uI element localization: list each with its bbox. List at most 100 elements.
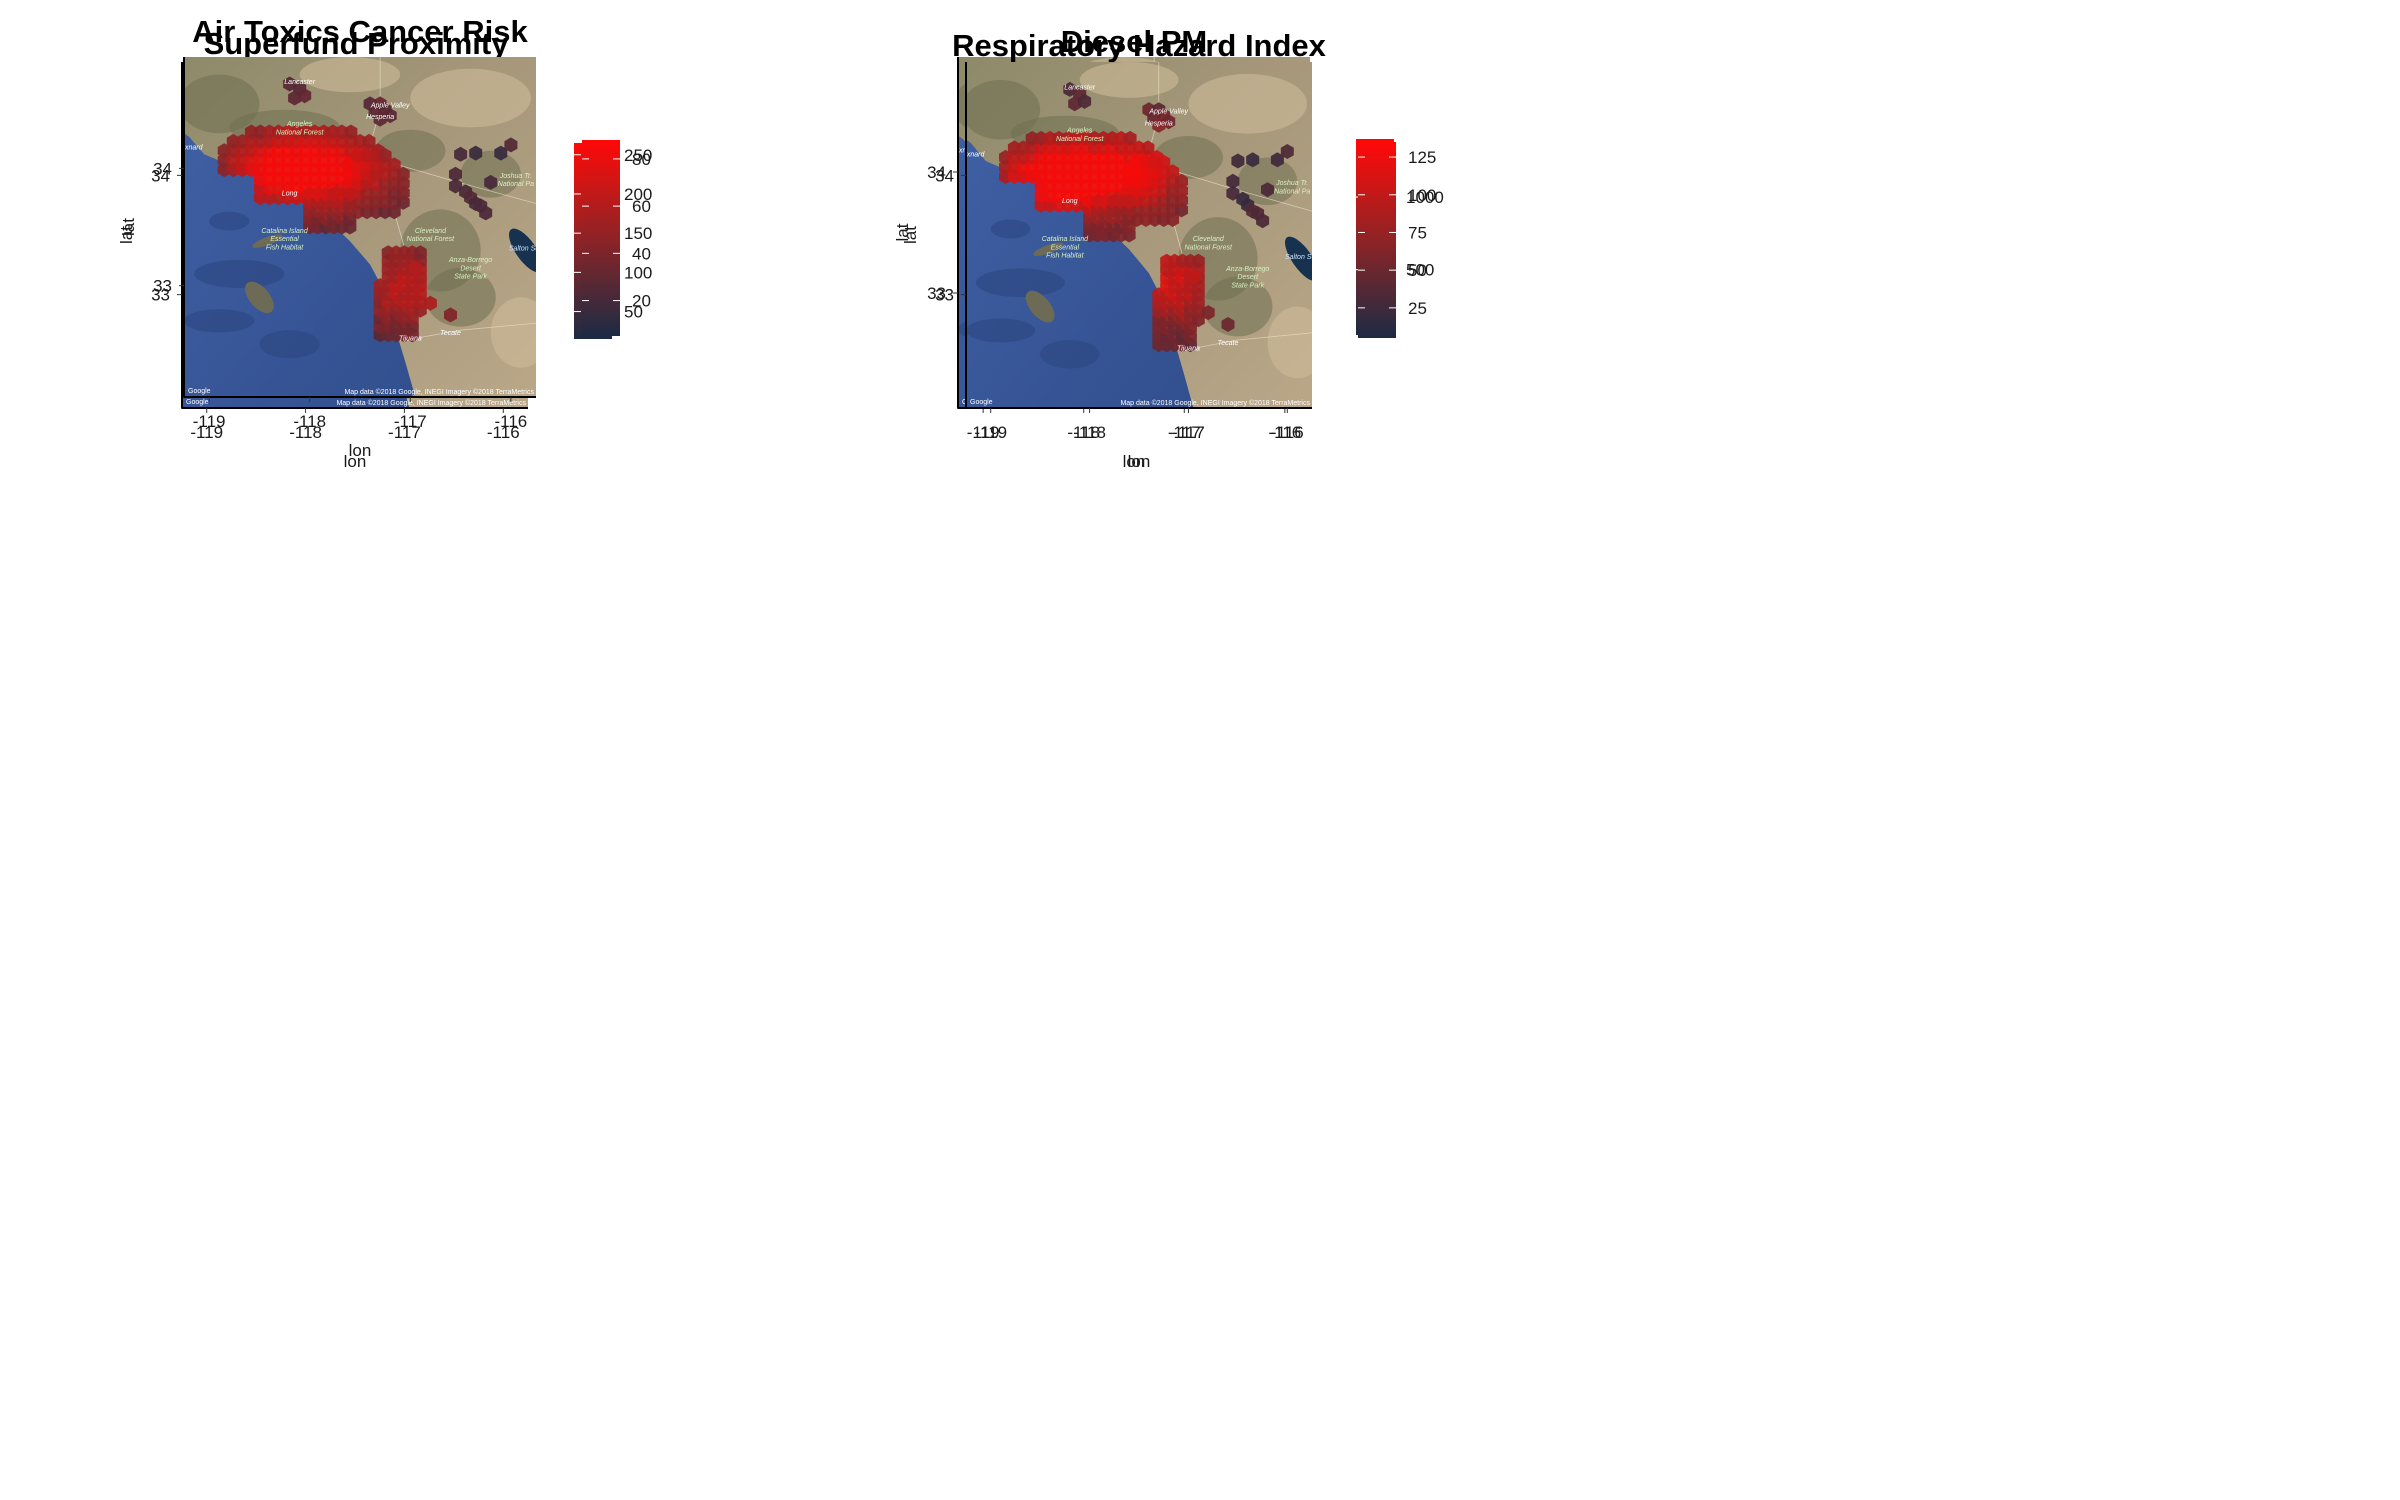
y-tick-label: 33 — [151, 286, 170, 305]
legend-tick-label: 100 — [624, 263, 652, 282]
x-axis-title: lon — [1128, 452, 1151, 471]
map-panel-svg: Respiratory Hazard Index Angeles National … — [901, 28, 1436, 471]
legend-tick-label: 500 — [1406, 261, 1434, 280]
seafloor-shade — [966, 318, 1036, 343]
map-place-label: Tijuana — [1177, 346, 1200, 353]
desert-patch — [410, 68, 531, 128]
map-place-label: National Pa — [1274, 188, 1310, 195]
seafloor-shade — [259, 330, 320, 359]
map-place-label: Angeles — [1066, 127, 1093, 134]
tract-hex — [1280, 144, 1294, 159]
map-place-label: National Forest — [407, 236, 456, 243]
map-place-label: Lancaster — [1064, 84, 1095, 91]
x-tick-label: -118 — [289, 423, 322, 442]
map-place-label: Cleveland — [1193, 236, 1225, 243]
tract-hex — [449, 166, 462, 182]
map-place-label: Tecate — [440, 330, 461, 337]
road-line — [1168, 168, 1312, 212]
legend-tick-label: 250 — [624, 146, 652, 165]
map-place-label: Desert — [1237, 274, 1259, 281]
mountain-shade — [1237, 157, 1298, 206]
tract-hex — [504, 137, 518, 153]
map-place-label: National Forest — [1184, 244, 1233, 251]
x-tick-label: -116 — [494, 412, 527, 431]
legend-tick-label: 60 — [632, 197, 651, 216]
map-place-label: Oxnard — [961, 151, 985, 158]
y-tick-label: 34 — [927, 163, 946, 182]
map-place-label: Cleveland — [415, 228, 447, 235]
y-axis-title: lat — [119, 218, 138, 236]
legend-colorbar — [1358, 142, 1396, 338]
map-place-label: Joshua Tr. — [499, 173, 532, 180]
tract-hex — [396, 166, 410, 182]
x-tick-label: -116 — [1268, 423, 1301, 442]
x-tick-label: -119 — [967, 423, 1000, 442]
tract-hex — [387, 157, 401, 173]
tract-hex — [1166, 164, 1180, 180]
map-place-label: Fish Habitat — [1046, 253, 1084, 260]
tract-hex — [484, 174, 498, 190]
seafloor-shade — [209, 211, 250, 231]
mountain-shade — [425, 268, 496, 327]
google-logo: Google — [186, 399, 209, 406]
salton-sea — [509, 228, 536, 273]
x-tick-label: -116 — [1271, 423, 1304, 442]
tract-hex — [1141, 140, 1155, 156]
desert-patch — [490, 297, 536, 368]
seafloor-shade — [1040, 339, 1100, 369]
map-place-label: Salton Sea — [1285, 254, 1319, 261]
tract-hex — [383, 108, 397, 124]
tract-hex — [1201, 305, 1215, 321]
map-place-label: Joshua Tr. — [1275, 180, 1308, 187]
y-tick-label: 33 — [927, 284, 946, 303]
tract-hex — [469, 145, 483, 161]
catalina-island — [1033, 242, 1063, 257]
tract-hex — [1175, 192, 1188, 208]
tract-hex — [1175, 183, 1188, 199]
x-axis-title: lon — [349, 441, 372, 460]
tract-hex — [479, 205, 493, 221]
ocean — [184, 133, 416, 397]
y-axis-title: lat — [901, 226, 920, 244]
tract-hex — [1256, 213, 1270, 229]
tract-hex — [373, 111, 387, 127]
map-place-label: Tecate — [1218, 340, 1239, 347]
tract-hex — [343, 186, 357, 202]
x-tick-label: -119 — [190, 423, 223, 442]
map-place-label: Fish Habitat — [266, 244, 304, 251]
tract-hex — [1270, 152, 1284, 168]
map-attribution: Map data ©2018 Google, INEGI Imagery ©20… — [336, 399, 526, 407]
tract-hex — [1231, 153, 1245, 169]
legend-tick-label: 40 — [632, 244, 651, 263]
tract-hex — [378, 148, 392, 163]
legend-tick-label: 80 — [632, 150, 651, 169]
tract-hex — [1175, 202, 1188, 218]
map-place-label: Anza-Borrego — [1225, 266, 1269, 273]
tract-hex — [1246, 152, 1260, 168]
tract-hex — [413, 245, 427, 261]
legend-tick-label: 125 — [1408, 148, 1436, 167]
map-place-label: State Park — [454, 274, 487, 281]
tract-hex — [1226, 185, 1240, 201]
tract-hex — [494, 145, 508, 161]
tract-hex — [1191, 253, 1205, 269]
tract-hex — [1261, 182, 1274, 198]
x-axis-title: lon — [1123, 452, 1146, 471]
tract-hex — [444, 307, 457, 323]
tract-hex — [1122, 194, 1136, 210]
catalina-island — [252, 234, 283, 248]
map-place-label: Long — [1062, 198, 1078, 205]
tract-hex — [387, 204, 401, 220]
map-place-label: National Pa — [498, 181, 534, 188]
map-title: Superfund Proximity — [204, 26, 510, 61]
desert-patch — [299, 57, 401, 93]
map-place-label: Anza-Borrego — [448, 257, 492, 264]
seafloor-shade — [194, 259, 285, 288]
map-attribution: Map data ©2018 Google, INEGI Imagery ©20… — [1120, 399, 1310, 407]
tract-hex — [1186, 269, 1200, 285]
y-axis-title: lat — [117, 226, 136, 244]
map-place-label: Hesperia — [366, 114, 394, 121]
map-place-label: National Forest — [276, 129, 325, 136]
